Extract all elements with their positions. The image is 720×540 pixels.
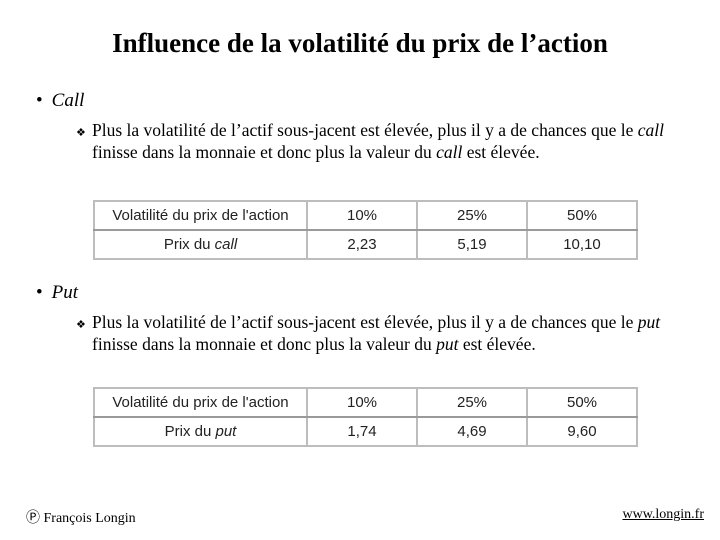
diamond-bullet-icon: ❖ bbox=[76, 127, 86, 139]
table-cell: 50% bbox=[526, 387, 638, 418]
table-cell: 9,60 bbox=[526, 416, 638, 447]
volatility-label: Volatilité du prix de l'action bbox=[93, 387, 308, 418]
table-cell: 10% bbox=[306, 387, 418, 418]
bullet-put: • Put bbox=[36, 282, 78, 304]
put-heading: Put bbox=[51, 282, 79, 303]
diamond-bullet-icon: ❖ bbox=[76, 319, 86, 331]
table-cell: 25% bbox=[416, 200, 528, 231]
table-row: Prix du call 2,23 5,19 10,10 bbox=[93, 229, 638, 260]
call-table: Volatilité du prix de l'action 10% 25% 5… bbox=[93, 200, 638, 260]
slide-title: Influence de la volatilité du prix de l’… bbox=[112, 28, 608, 58]
call-paragraph: ❖ Plus la volatilité de l’actif sous-jac… bbox=[76, 119, 696, 163]
volatility-label: Volatilité du prix de l'action bbox=[93, 200, 308, 231]
bullet-dot-icon: • bbox=[36, 90, 43, 111]
bullet-dot-icon: • bbox=[36, 282, 43, 303]
price-label: Prix du call bbox=[93, 229, 308, 260]
call-heading: Call bbox=[51, 90, 85, 111]
table-cell: 50% bbox=[526, 200, 638, 231]
price-label: Prix du put bbox=[93, 416, 308, 447]
table-cell: 25% bbox=[416, 387, 528, 418]
table-row: Volatilité du prix de l'action 10% 25% 5… bbox=[93, 200, 638, 231]
call-text: Plus la volatilité de l’actif sous-jacen… bbox=[92, 120, 664, 162]
table-row: Volatilité du prix de l'action 10% 25% 5… bbox=[93, 387, 638, 418]
table-cell: 2,23 bbox=[306, 229, 418, 260]
bullet-call: • Call bbox=[36, 90, 84, 112]
table-cell: 5,19 bbox=[416, 229, 528, 260]
put-table: Volatilité du prix de l'action 10% 25% 5… bbox=[93, 387, 638, 447]
table-cell: 4,69 bbox=[416, 416, 528, 447]
put-text: Plus la volatilité de l’actif sous-jacen… bbox=[92, 312, 661, 354]
put-paragraph: ❖ Plus la volatilité de l’actif sous-jac… bbox=[76, 311, 696, 355]
table-row: Prix du put 1,74 4,69 9,60 bbox=[93, 416, 638, 447]
table-cell: 10% bbox=[306, 200, 418, 231]
table-cell: 10,10 bbox=[526, 229, 638, 260]
table-cell: 1,74 bbox=[306, 416, 418, 447]
footer-author: Ⓟ François Longin bbox=[26, 511, 136, 526]
footer-url-link[interactable]: www.longin.fr bbox=[622, 507, 704, 522]
